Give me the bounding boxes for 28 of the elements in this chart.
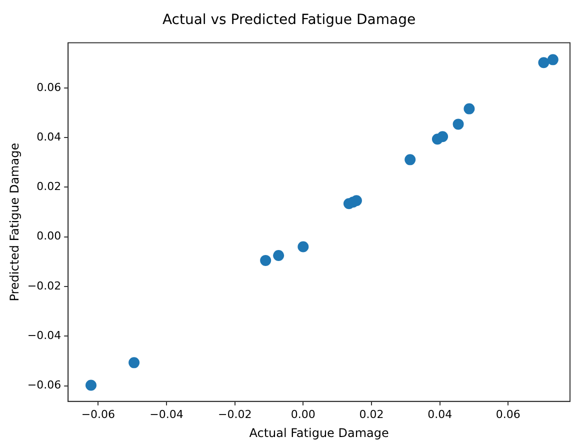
- point: [452, 118, 464, 130]
- x-axis-title: Actual Fatigue Damage: [249, 426, 389, 440]
- point: [273, 250, 284, 261]
- y-tick-label: −0.06: [27, 378, 62, 392]
- point: [464, 103, 475, 114]
- x-tick-label: 0.02: [359, 408, 384, 421]
- x-tick-label: −0.06: [81, 408, 116, 421]
- y-tick-label: −0.02: [27, 279, 62, 292]
- x-tick-label: 0.06: [496, 408, 520, 421]
- chart-title: Actual vs Predicted Fatigue Damage: [162, 12, 416, 28]
- point: [86, 380, 96, 391]
- x-tick-label: 0.00: [290, 408, 316, 421]
- y-tick-label: 0.04: [36, 130, 62, 144]
- point: [128, 357, 140, 368]
- x-tick-label: 0.04: [428, 408, 452, 421]
- point: [547, 54, 558, 66]
- y-tick-label: 0.06: [36, 80, 62, 94]
- x-tick-label: −0.04: [150, 408, 184, 421]
- y-tick-label: −0.04: [27, 328, 62, 342]
- x-tick-label: −0.02: [218, 408, 252, 421]
- point: [260, 254, 272, 266]
- y-tick-label: 0.02: [36, 180, 62, 194]
- y-tick-label: 0.00: [36, 230, 62, 243]
- point: [538, 57, 550, 68]
- point: [437, 131, 448, 142]
- point: [404, 154, 416, 166]
- point: [298, 241, 309, 252]
- y-axis-title: Predicted Fatigue Damage: [7, 142, 22, 302]
